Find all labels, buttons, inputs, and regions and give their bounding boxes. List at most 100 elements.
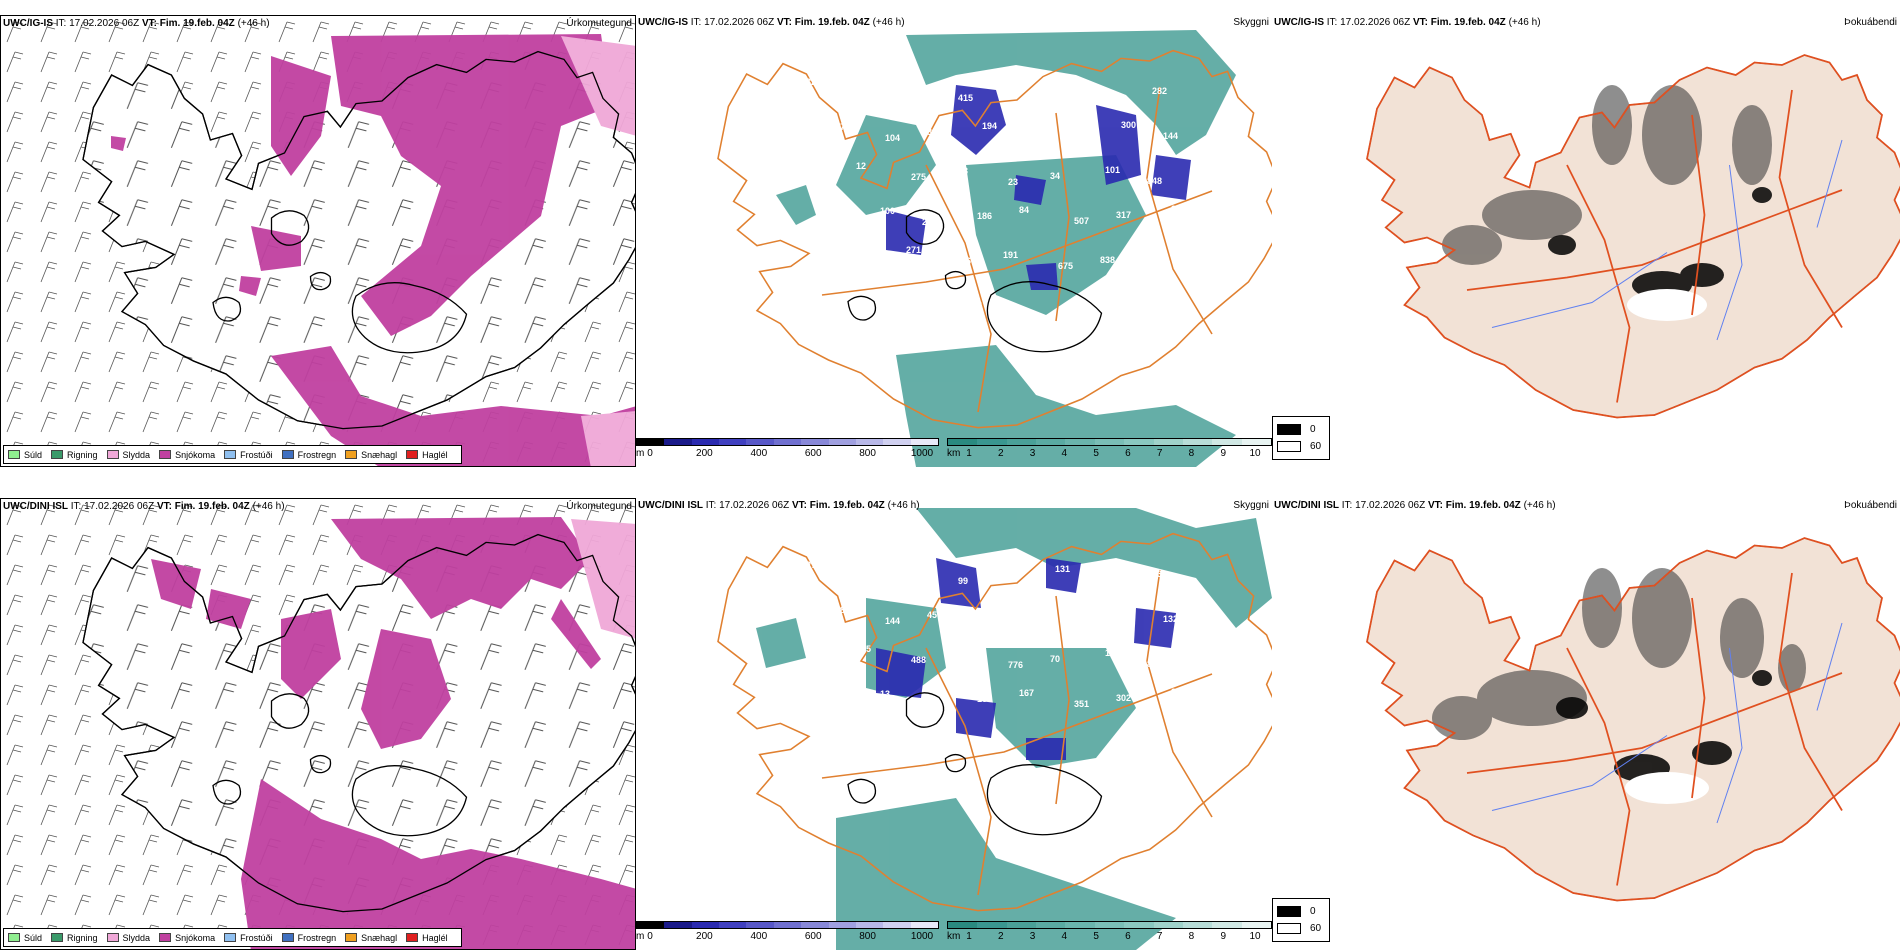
fog-index-panel-dini: UWC/DINI ISL IT: 17.02.2026 06Z VT: Fim.…	[1272, 498, 1900, 950]
panel-title: Skyggni	[1233, 500, 1269, 511]
colorbar-tick: 9	[1220, 448, 1226, 459]
cloud-base-label: 13	[880, 689, 890, 699]
colorbar-segment	[828, 439, 856, 445]
cloud-base-label: 279	[806, 560, 821, 570]
legend-item: Frostregn	[281, 450, 336, 460]
colorbar-segment	[1036, 439, 1066, 445]
fog-index-panel-ig: UWC/IG-IS IT: 17.02.2026 06Z VT: Fim. 19…	[1272, 15, 1900, 467]
colorbar-segment	[773, 922, 802, 928]
cloud-base-label: 488	[911, 655, 926, 665]
fog-index-map	[1366, 537, 1900, 902]
colorbar-tick: 5	[1093, 931, 1099, 942]
colorbar-tick: 2	[997, 448, 1004, 459]
panel-header: UWC/DINI ISL IT: 17.02.2026 06Z VT: Fim.…	[638, 500, 920, 511]
legend-item: Snjókoma	[159, 450, 215, 460]
visibility-panel-ig: 329 306 371 415 332 213 157 282 127 104 339 194 391 3…	[636, 15, 1272, 467]
colorbar-segment	[719, 922, 747, 928]
cloud-base-label: 351	[1074, 699, 1089, 709]
cloud-base-label: 282	[1152, 86, 1167, 96]
cloud-base-label: 391	[1024, 132, 1039, 142]
cloud-base-label: 187	[977, 694, 992, 704]
colorbar-segment	[1124, 922, 1154, 928]
cloud-base-label: 258	[830, 605, 845, 615]
cloud-base-label: 12	[856, 161, 866, 171]
cloud-base-label: 675	[1058, 261, 1073, 271]
precip-type-map	[1, 499, 635, 949]
visibility-map: 3293063714153322131572821271043391943913…	[717, 30, 1272, 467]
colorbar-segment	[1065, 922, 1095, 928]
legend-item: Snæhagl	[345, 450, 397, 460]
colorbar-segment	[1065, 439, 1095, 445]
cloud-base-label: 216	[922, 217, 937, 227]
precip-type-panel-ig: UWC/IG-IS IT: 17.02.2026 06Z VT: Fim. 19…	[0, 15, 636, 467]
precip-legend: Súld Rigning Slydda Snjókoma Frostúði Fr…	[3, 928, 462, 947]
visibility-colorbar: km 1 2 3 4 5 6 7 8 9 10	[947, 437, 1272, 463]
cloud-base-label: 144	[1163, 131, 1178, 141]
colorbar-segment	[637, 922, 665, 928]
cloud-base-label: 86	[1147, 659, 1157, 669]
colorbar-segment	[1241, 439, 1271, 445]
colorbar-segment	[1006, 922, 1037, 928]
colorbar-segment	[1212, 439, 1242, 445]
legend-item: Frostúði	[224, 450, 273, 460]
cloud-base-labels: 329 306 371 415 332 213 157 282 127 104 339 194 391 3…	[806, 77, 1186, 312]
fog-legend: 0 60	[1272, 898, 1330, 942]
colorbar-tick: 200	[696, 448, 713, 459]
legend-item: Haglél	[406, 450, 448, 460]
colorbar-tick: 400	[750, 931, 768, 942]
colorbar-tick: 4	[1061, 448, 1068, 459]
colorbar-segment	[1006, 439, 1037, 445]
fog-index-map	[1366, 54, 1900, 419]
colorbar-segment	[1153, 439, 1183, 445]
panel-title: Skyggni	[1233, 17, 1269, 28]
colorbar-tick: 600	[804, 931, 822, 942]
cloud-base-label: 84	[1019, 205, 1029, 215]
colorbar-tick: 6	[1125, 448, 1131, 459]
cloud-base-label: 415	[958, 93, 973, 103]
colorbar-tick: 600	[804, 448, 822, 459]
cloud-base-label: 243	[953, 166, 968, 176]
cloud-base-label: 70	[1050, 654, 1060, 664]
cloud-base-label: 186	[977, 211, 992, 221]
cloud-base-label: 291	[1142, 249, 1157, 259]
cloud-base-label: 132	[1163, 614, 1178, 624]
visibility-map: 2792054179919713144313925814445732775116…	[717, 508, 1272, 950]
colorbar-tick: 1	[966, 448, 972, 459]
cloud-base-label: 101	[1105, 165, 1120, 175]
cloud-base-label: 271	[906, 245, 921, 255]
colorbar-segment	[801, 922, 829, 928]
colorbar-tick: 400	[750, 448, 768, 459]
colorbar-segment	[719, 439, 747, 445]
colorbar-segment	[977, 439, 1007, 445]
cloud-base-label: 329	[806, 77, 821, 87]
colorbar-tick: 1000	[910, 931, 934, 942]
legend-item: Rigning	[51, 450, 98, 460]
cloud-base-label: 131	[1055, 564, 1070, 574]
cloud-base-label: 85	[809, 257, 819, 267]
colorbar-tick: 4	[1061, 931, 1068, 942]
colorbar-tick: 7	[1156, 931, 1163, 942]
cloud-base-label: 75	[1024, 615, 1034, 625]
colorbar-segment	[1124, 439, 1154, 445]
visibility-colorbar: km 1 2 3 4 5 6 7 8 9 10	[947, 920, 1272, 946]
legend-item: Slydda	[106, 450, 150, 460]
cloud-base-label: 100	[880, 206, 895, 216]
cloud-base-label: 167	[1019, 688, 1034, 698]
colorbar-segment	[977, 922, 1007, 928]
cloud-base-label: 144	[885, 616, 900, 626]
cloud-base-label: 624	[809, 740, 824, 750]
cloud-base-label: 34	[1050, 171, 1060, 181]
precip-legend: Súld Rigning Slydda Snjókoma Frostúði Fr…	[3, 445, 462, 464]
cloud-base-label: 116	[1066, 609, 1081, 619]
fog-legend: 0 60	[1272, 416, 1330, 460]
colorbar-tick: 1000	[910, 448, 934, 459]
colorbar-tick: 8	[1188, 448, 1195, 459]
colorbar-tick: 10	[1249, 448, 1261, 459]
cloud-base-label: 194	[982, 121, 997, 131]
cloud-base-label: 99	[958, 576, 968, 586]
fog-legend-item: 0	[1273, 421, 1329, 438]
cloud-base-label: 23	[1008, 177, 1018, 187]
precip-type-map	[1, 16, 635, 466]
cloud-base-label: 457	[927, 610, 942, 620]
colorbar-tick: 10	[1249, 931, 1261, 942]
